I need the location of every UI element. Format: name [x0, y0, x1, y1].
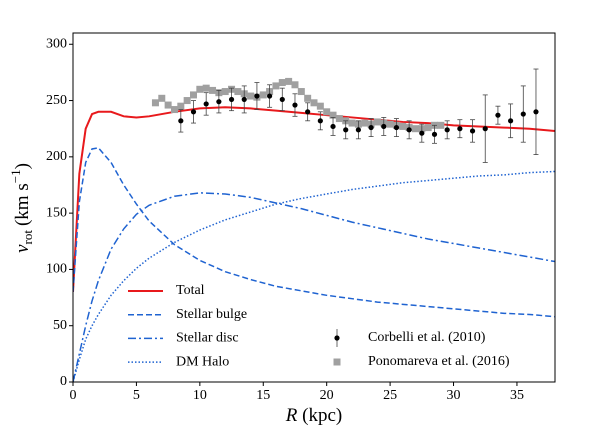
square-point: [234, 88, 242, 96]
x-tick-label: 35: [510, 388, 524, 403]
x-label-unit: (kpc): [302, 405, 342, 426]
square-point: [291, 81, 299, 89]
square-point: [247, 92, 255, 100]
legend-label: Corbelli et al. (2010): [368, 330, 486, 345]
point: [305, 109, 311, 115]
y-label-close: ): [12, 163, 33, 169]
x-tick-label: 25: [383, 388, 397, 403]
y-tick-label: 0: [60, 374, 67, 389]
point: [216, 99, 222, 105]
square-point: [183, 97, 191, 105]
point: [406, 127, 412, 133]
square-point: [196, 85, 204, 93]
point: [444, 127, 450, 133]
square-point: [437, 121, 445, 129]
square-point: [177, 102, 185, 110]
x-tick-label: 5: [133, 388, 140, 403]
square-point: [209, 86, 217, 94]
square-point: [310, 99, 318, 107]
curve: [73, 106, 555, 292]
point: [355, 127, 361, 133]
y-tick-label: 300: [46, 36, 67, 51]
square-point: [335, 115, 343, 123]
square-point: [373, 118, 381, 126]
square-point: [221, 88, 229, 96]
square-point: [151, 99, 159, 107]
point: [343, 127, 349, 133]
square-point: [304, 94, 312, 102]
square-point: [190, 91, 197, 99]
square-point: [399, 122, 407, 130]
x-tick-label: 10: [193, 388, 207, 403]
square-point: [316, 102, 324, 110]
square-point: [297, 88, 305, 96]
point: [267, 93, 273, 99]
square-point: [348, 119, 356, 127]
point: [228, 96, 235, 103]
point: [190, 109, 197, 115]
point: [254, 93, 260, 99]
y-tick-label: 50: [53, 318, 67, 333]
y-axis-label: vrot (km s−1): [8, 163, 35, 253]
point: [533, 109, 539, 115]
square-point: [164, 101, 172, 109]
x-label-symbol: R: [285, 405, 298, 426]
y-tick-label: 200: [46, 149, 67, 164]
legend-point: [334, 335, 340, 341]
x-axis-label: R (kpc): [285, 405, 342, 426]
point: [292, 102, 298, 108]
point: [482, 126, 488, 132]
square-point: [386, 120, 394, 128]
legend-square: [333, 358, 341, 366]
square-point: [329, 111, 337, 119]
legend-label: Ponomareva et al. (2016): [368, 354, 510, 369]
point: [368, 124, 374, 131]
point: [241, 96, 247, 103]
square-point: [361, 119, 369, 127]
point: [178, 118, 184, 124]
point: [317, 118, 323, 124]
x-tick-label: 0: [70, 388, 77, 403]
legend-label: Stellar disc: [176, 331, 239, 346]
square-point: [323, 108, 331, 116]
y-tick-label: 100: [46, 262, 67, 277]
legend-label: DM Halo: [176, 354, 229, 369]
y-label-symbol: v: [12, 244, 33, 253]
x-tick-label: 30: [447, 388, 461, 403]
point: [431, 131, 438, 137]
y-label-unit: (km s: [12, 183, 33, 226]
curve: [73, 170, 555, 382]
point: [203, 101, 209, 107]
point: [508, 118, 514, 124]
x-tick-label: 20: [320, 388, 334, 403]
square-point: [158, 94, 166, 102]
curve: [73, 192, 555, 382]
y-tick-label: 250: [46, 93, 67, 108]
plot-frame: [72, 32, 556, 383]
point: [469, 128, 476, 134]
point: [381, 123, 387, 130]
square-point: [202, 84, 210, 92]
square-point: [170, 106, 178, 114]
x-tick-label: 15: [256, 388, 270, 403]
y-label-sub: rot: [20, 230, 35, 245]
point: [279, 96, 285, 103]
legend-label: Total: [176, 283, 205, 298]
square-point: [278, 79, 286, 87]
point: [495, 112, 501, 118]
point: [393, 124, 400, 131]
point: [520, 111, 526, 117]
y-label-sup: −1: [8, 169, 23, 183]
square-point: [424, 124, 432, 132]
square-point: [411, 125, 419, 133]
y-tick-label: 150: [46, 205, 67, 220]
point: [330, 123, 336, 130]
square-point: [272, 82, 280, 90]
legend-label: Stellar bulge: [176, 307, 247, 322]
square-point: [259, 91, 267, 99]
point: [419, 130, 425, 136]
point: [457, 126, 463, 132]
square-point: [285, 77, 293, 85]
